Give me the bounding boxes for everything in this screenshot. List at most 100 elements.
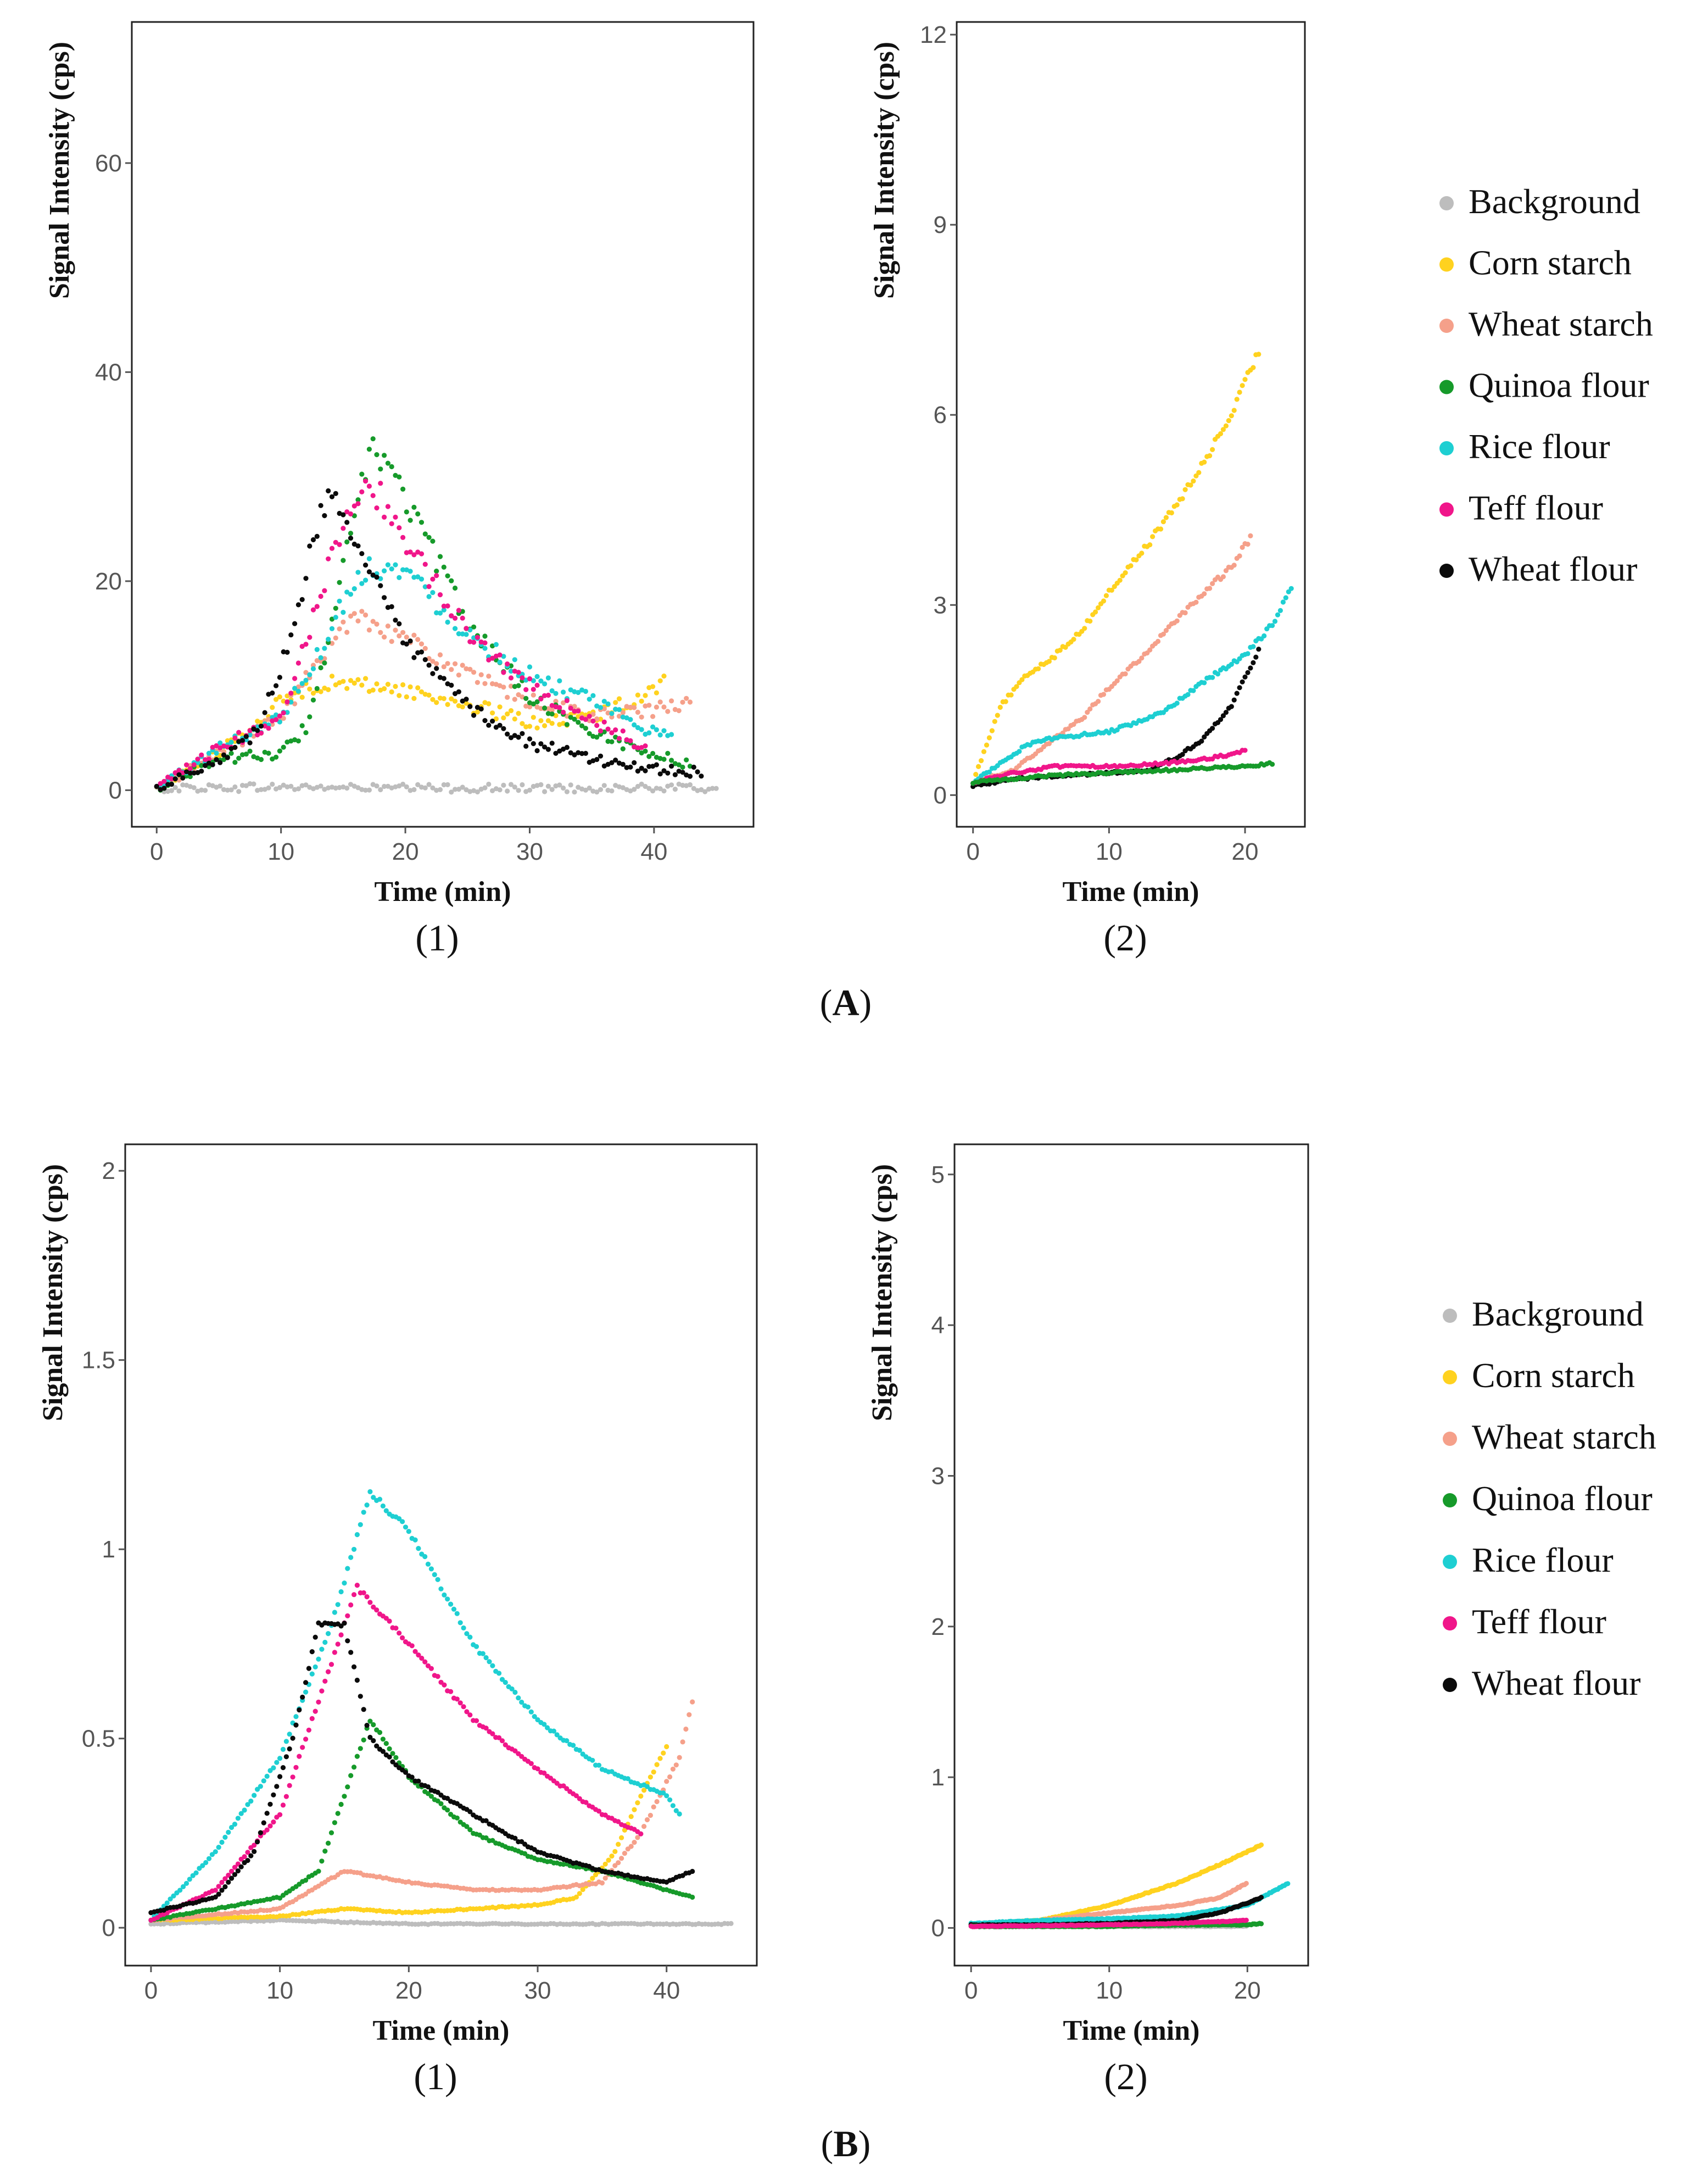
data-point	[364, 1502, 370, 1508]
data-point	[557, 705, 562, 710]
data-point	[271, 1819, 276, 1825]
data-point	[187, 1877, 192, 1882]
data-point	[545, 711, 551, 716]
y-tick-label: 0.5	[82, 1726, 115, 1752]
data-point	[534, 699, 540, 705]
data-point	[411, 552, 417, 558]
data-point	[303, 730, 309, 736]
data-point	[310, 537, 316, 543]
data-point	[669, 732, 674, 737]
data-point	[483, 1655, 489, 1661]
y-tick-label: 9	[934, 212, 947, 238]
data-point	[669, 698, 674, 704]
data-point	[1136, 659, 1142, 664]
data-point	[1229, 661, 1234, 667]
data-point	[512, 784, 517, 790]
data-point	[389, 521, 394, 526]
data-point	[542, 789, 548, 794]
data-point	[403, 1769, 409, 1775]
chart-a1: 0 20 40 60 0 10 20 30 40 Time (min) Signal Intensi…	[44, 21, 755, 959]
data-point	[538, 718, 544, 724]
data-point	[180, 782, 186, 788]
y-tick-label: 0	[931, 1915, 945, 1941]
data-point	[1285, 1881, 1291, 1886]
data-point	[213, 1894, 218, 1900]
data-point	[448, 1601, 454, 1607]
data-point	[168, 1896, 173, 1902]
data-point	[1096, 699, 1101, 704]
data-point	[258, 1784, 263, 1789]
y-tick-label: 20	[95, 568, 122, 595]
data-point	[351, 1592, 357, 1598]
legend-swatch	[1443, 1555, 1457, 1569]
data-point	[564, 1738, 570, 1744]
data-point	[691, 764, 696, 770]
data-point	[408, 638, 413, 644]
data-point	[1139, 655, 1145, 661]
data-point	[366, 787, 372, 793]
legend-item-quinoa-flour: Quinoa flour	[1443, 1479, 1653, 1518]
data-point	[568, 750, 573, 755]
data-point	[326, 1669, 331, 1674]
data-point	[262, 710, 267, 715]
data-point	[680, 782, 685, 788]
data-point	[367, 1489, 373, 1494]
data-point	[699, 773, 704, 779]
data-point	[523, 703, 529, 709]
panel-label: (2)	[1104, 2056, 1147, 2097]
data-point	[564, 722, 570, 727]
data-point	[576, 720, 581, 725]
data-point	[374, 505, 379, 511]
data-point	[434, 666, 439, 671]
data-point	[1019, 677, 1025, 682]
data-point	[461, 1625, 466, 1630]
data-point	[1243, 1880, 1249, 1886]
data-point	[1240, 544, 1245, 550]
data-point	[453, 615, 458, 621]
data-point	[641, 1788, 647, 1793]
data-point	[180, 775, 186, 781]
legend-item-wheat-flour: Wheat flour	[1443, 1663, 1640, 1702]
data-point	[527, 664, 533, 670]
data-point	[348, 536, 354, 541]
data-point	[434, 788, 439, 793]
data-point	[454, 1696, 460, 1702]
data-point	[191, 785, 197, 791]
x-tick-label: 40	[653, 1977, 680, 2004]
data-point	[344, 509, 350, 515]
legend-item-background: Background	[1443, 1294, 1644, 1333]
data-point	[428, 1666, 434, 1671]
data-point	[363, 676, 369, 681]
data-point	[573, 1793, 579, 1799]
data-point	[307, 543, 312, 549]
data-point	[232, 1822, 238, 1827]
data-point	[390, 1759, 395, 1765]
data-point	[277, 1774, 283, 1779]
data-point	[557, 748, 562, 754]
data-point	[670, 1766, 676, 1772]
data-point	[1193, 599, 1199, 605]
data-point	[199, 769, 204, 774]
data-point	[651, 1769, 656, 1775]
data-point	[583, 688, 588, 694]
data-point	[456, 787, 462, 792]
data-point	[221, 757, 227, 763]
data-point	[393, 627, 398, 633]
legend-swatch	[1443, 1493, 1457, 1507]
data-point	[333, 491, 338, 497]
data-point	[404, 635, 409, 640]
data-point	[415, 782, 421, 787]
data-point	[426, 535, 432, 540]
data-point	[154, 783, 159, 789]
data-point	[545, 747, 551, 752]
data-point	[374, 1743, 379, 1749]
data-point	[981, 749, 987, 754]
data-point	[307, 672, 312, 677]
data-point	[290, 1774, 295, 1780]
data-point	[319, 1688, 325, 1694]
data-point	[378, 466, 383, 472]
data-point	[1182, 487, 1188, 492]
data-point	[435, 1577, 440, 1582]
data-point	[293, 1765, 299, 1770]
data-point	[686, 1712, 692, 1717]
